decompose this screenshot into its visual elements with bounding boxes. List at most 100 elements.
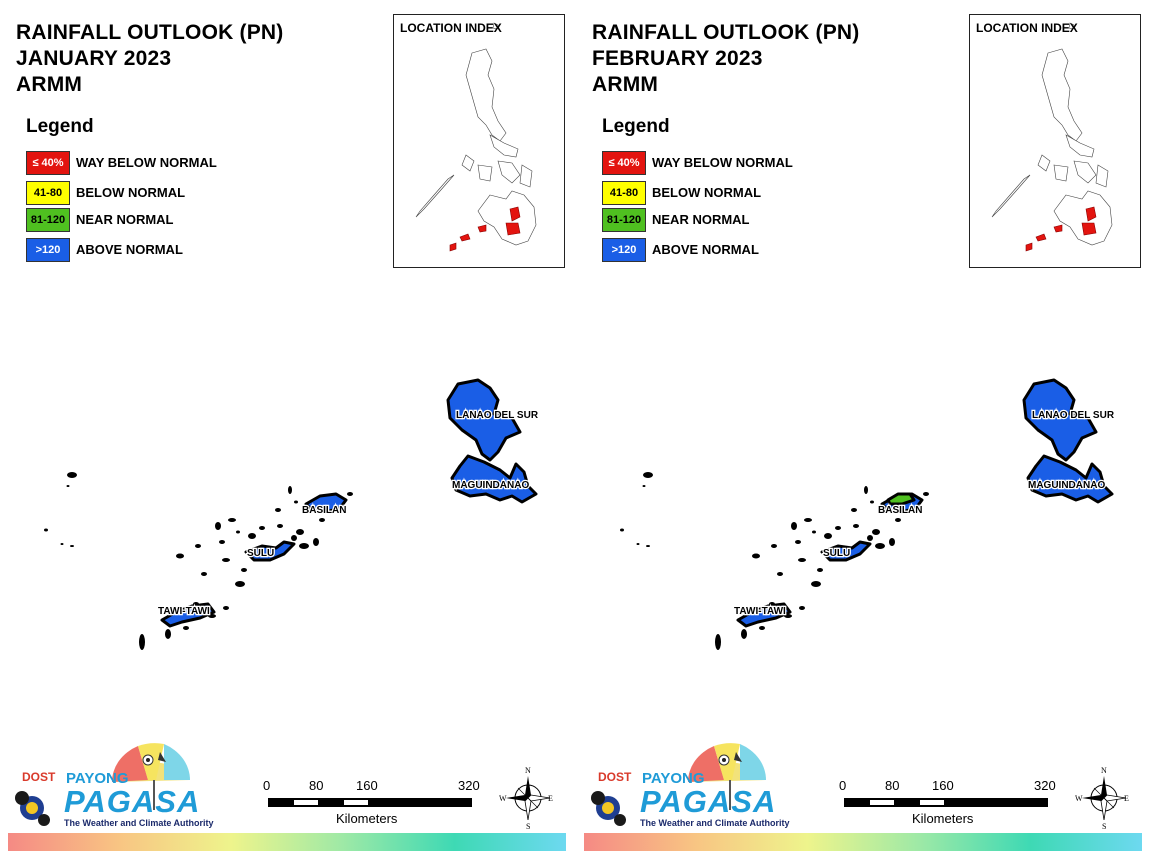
legend-label: BELOW NORMAL: [76, 185, 186, 200]
index-highlight-lanao: [509, 206, 521, 222]
small-islands: [44, 472, 353, 650]
pagasa-label: PAGASA: [640, 784, 777, 819]
small-islands: [620, 472, 929, 650]
scale-tick-160: 160: [932, 778, 954, 793]
dost-label: DOST: [598, 770, 632, 784]
index-highlight-sulu: [459, 233, 471, 242]
compass-n: N: [525, 766, 531, 775]
scale-bar-graphic: [844, 798, 1048, 807]
legend-title: Legend: [602, 116, 670, 137]
label-lanao-del-sur: LANAO DEL SUR: [456, 410, 539, 421]
compass-e: E: [1124, 794, 1129, 803]
compass-s: S: [1102, 822, 1106, 830]
label-sulu: SULU: [247, 548, 274, 559]
scale-tick-0: 0: [263, 778, 271, 793]
index-highlight-maguindanao: [505, 222, 521, 236]
region-tawi-tawi: [736, 602, 792, 628]
region-sulu: [244, 540, 296, 562]
location-index-map: LOCATION INDEX: [393, 14, 565, 268]
pagasa-label: PAGASA: [64, 784, 201, 819]
gradient-band: [8, 833, 566, 851]
outlook-panel-january: RAINFALL OUTLOOK (PN) JANUARY 2023 ARMM …: [8, 14, 566, 851]
legend-label: NEAR NORMAL: [76, 212, 174, 227]
compass-w: W: [499, 794, 507, 803]
index-highlight-basilan: [477, 224, 487, 233]
scale-tick-320: 320: [1034, 778, 1056, 793]
compass-s: S: [526, 822, 530, 830]
armm-map: LANAO DEL SUR MAGUINDANAO BASILAN SULU T…: [620, 378, 1116, 650]
region-basilan-near-normal: [886, 492, 916, 506]
compass-n: N: [1101, 766, 1107, 775]
payong-label: PAYONG: [66, 770, 129, 787]
north-arrow: N S E W: [498, 764, 554, 831]
location-index-map: LOCATION INDEX: [969, 14, 1141, 268]
title-line-1: RAINFALL OUTLOOK (PN): [16, 21, 284, 44]
region-maguindanao: [450, 454, 538, 504]
scale-unit: Kilometers: [336, 811, 398, 826]
payong-pagasa-logo: DOST PAYONG PAGASA The Weather and Clima…: [590, 740, 790, 832]
label-basilan: BASILAN: [302, 505, 346, 516]
scale-tick-80: 80: [885, 778, 900, 793]
label-lanao-del-sur: LANAO DEL SUR: [1032, 410, 1115, 421]
logo-tagline: The Weather and Climate Authority: [640, 818, 790, 828]
region-basilan: [304, 492, 348, 514]
philippines-outline: [415, 22, 537, 252]
dost-label: DOST: [22, 770, 56, 784]
index-highlight-maguindanao: [1081, 222, 1097, 236]
scale-bar: 0 80 160 320 Kilometers: [262, 776, 492, 836]
legend-label: WAY BELOW NORMAL: [652, 155, 793, 170]
armm-map: LANAO DEL SUR MAGUINDANAO BASILAN SULU T…: [44, 378, 540, 650]
label-maguindanao: MAGUINDANAO: [1028, 480, 1105, 491]
legend-swatch: 41-80: [602, 181, 646, 205]
legend-label: BELOW NORMAL: [652, 185, 762, 200]
title-line-3: ARMM: [16, 73, 83, 96]
map-title: RAINFALL OUTLOOK (PN) FEBRUARY 2023 ARMM: [592, 20, 859, 98]
legend-label: WAY BELOW NORMAL: [76, 155, 217, 170]
legend-swatch: 41-80: [26, 181, 70, 205]
philippines-outline: [991, 22, 1113, 252]
outlook-panel-february: RAINFALL OUTLOOK (PN) FEBRUARY 2023 ARMM…: [576, 0, 1152, 864]
index-highlight-basilan: [1053, 224, 1063, 233]
region-lanao-del-sur: [446, 378, 522, 462]
compass-rose-icon: N S E W: [499, 766, 553, 831]
umbrella-icon: [15, 743, 190, 826]
gradient-band: [584, 833, 1142, 851]
compass-w: W: [1075, 794, 1083, 803]
logo-tagline: The Weather and Climate Authority: [64, 818, 214, 828]
map-title: RAINFALL OUTLOOK (PN) JANUARY 2023 ARMM: [16, 20, 283, 98]
region-sulu: [820, 540, 872, 562]
payong-label: PAYONG: [642, 770, 705, 787]
legend-label: NEAR NORMAL: [652, 212, 750, 227]
index-highlight-tawi-tawi: [449, 242, 457, 252]
payong-pagasa-logo: DOST PAYONG PAGASA The Weather and Clima…: [14, 740, 214, 832]
scale-bar-graphic: [268, 798, 472, 807]
scale-tick-320: 320: [458, 778, 480, 793]
scale-tick-0: 0: [839, 778, 847, 793]
scale-tick-160: 160: [356, 778, 378, 793]
location-index-title: LOCATION INDEX: [400, 21, 502, 35]
location-index-title: LOCATION INDEX: [976, 21, 1078, 35]
label-sulu: SULU: [823, 548, 850, 559]
legend-swatch: ≤ 40%: [602, 151, 646, 175]
legend-swatch: ≤ 40%: [26, 151, 70, 175]
label-maguindanao: MAGUINDANAO: [452, 480, 529, 491]
legend-swatch: 81-120: [602, 208, 646, 232]
index-highlight-sulu: [1035, 233, 1047, 242]
title-line-2: FEBRUARY 2023: [592, 47, 763, 70]
scale-unit: Kilometers: [912, 811, 974, 826]
scale-bar: 0 80 160 320 Kilometers: [838, 776, 1068, 836]
north-arrow: N S E W: [1074, 764, 1130, 831]
legend-label: ABOVE NORMAL: [76, 242, 183, 257]
index-highlight-tawi-tawi: [1025, 242, 1033, 252]
legend-swatch: >120: [602, 238, 646, 262]
label-tawi-tawi: TAWI-TAWI: [734, 606, 786, 617]
title-line-3: ARMM: [592, 73, 659, 96]
legend-swatch: >120: [26, 238, 70, 262]
legend-title: Legend: [26, 116, 94, 137]
region-lanao-del-sur: [1022, 378, 1098, 462]
region-maguindanao: [1026, 454, 1114, 504]
umbrella-icon: [591, 743, 766, 826]
title-line-1: RAINFALL OUTLOOK (PN): [592, 21, 860, 44]
scale-tick-80: 80: [309, 778, 324, 793]
label-tawi-tawi: TAWI-TAWI: [158, 606, 210, 617]
